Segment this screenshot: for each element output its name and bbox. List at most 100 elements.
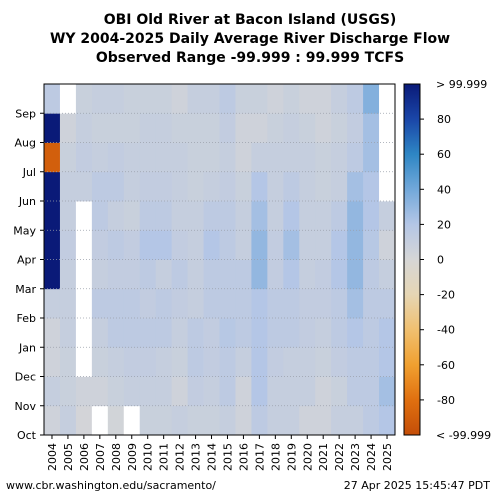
heatmap-cell-2004-feb — [44, 288, 61, 319]
heatmap-cell-2021-jul — [315, 142, 332, 173]
heatmap-cell-2020-nov — [299, 376, 316, 407]
heatmap-cell-2016-nov — [235, 376, 252, 407]
heatmap-cell-2008-oct — [107, 405, 125, 436]
heatmap-cell-2025-jul — [379, 142, 396, 173]
heatmap-cell-2013-apr — [187, 230, 204, 260]
heatmap-cell-2010-jul — [139, 142, 157, 173]
x-tick-label-2014: 2014 — [206, 443, 219, 471]
heatmap-cell-2020-aug — [299, 113, 316, 143]
heatmap-cell-2020-jan — [299, 318, 316, 348]
heatmap-cell-2014-jan — [203, 318, 220, 348]
heatmap-cell-2016-dec — [235, 347, 252, 377]
heatmap-cell-2009-sep — [123, 84, 141, 114]
heatmap-cell-2014-nov — [203, 376, 220, 407]
heatmap-cell-2008-jun — [107, 171, 125, 202]
heatmap-cell-2013-jan — [187, 318, 204, 348]
heatmap-cell-2007-sep — [91, 84, 109, 114]
heatmap-cell-2022-dec — [331, 347, 348, 377]
y-tick-label-may: May — [13, 224, 36, 237]
heatmap-cell-2008-dec — [107, 347, 125, 377]
heatmap-cell-2011-may — [155, 201, 173, 231]
colorbar-tick-label-80: 80 — [437, 113, 451, 126]
heatmap-cell-2023-jan — [347, 318, 364, 348]
heatmap-cell-2009-apr — [123, 230, 141, 260]
heatmap-cell-2017-may — [251, 201, 268, 231]
heatmap-cell-2010-oct — [139, 405, 157, 436]
heatmap-cell-2021-jun — [315, 171, 332, 202]
heatmap-cell-2020-may — [299, 201, 316, 231]
heatmap-cell-2020-mar — [299, 259, 316, 290]
heatmap-cell-2011-jul — [155, 142, 173, 173]
heatmap-cell-2023-dec — [347, 347, 364, 377]
heatmap-cell-2020-feb — [299, 288, 316, 319]
heatmap-cell-2023-nov — [347, 376, 364, 407]
heatmap-cell-2014-dec — [203, 347, 220, 377]
heatmap-cell-2014-mar — [203, 259, 220, 290]
heatmap-cell-2005-jan — [59, 318, 77, 348]
heatmap-cell-2023-apr — [347, 230, 364, 260]
heatmap-cell-2022-apr — [331, 230, 348, 260]
heatmap-cell-2017-oct — [251, 405, 268, 436]
x-tick-label-2017: 2017 — [253, 443, 266, 471]
heatmap-cell-2021-mar — [315, 259, 332, 290]
heatmap-cell-2015-feb — [219, 288, 236, 319]
footer-url[interactable]: www.cbr.washington.edu/sacramento/ — [6, 479, 216, 492]
x-tick-label-2012: 2012 — [174, 443, 187, 471]
heatmap-cell-2009-aug — [123, 113, 141, 143]
heatmap-cell-2020-jul — [299, 142, 316, 173]
heatmap-cell-2018-nov — [267, 376, 284, 407]
heatmap-cell-2005-sep — [59, 84, 77, 114]
heatmap-cell-2021-jan — [315, 318, 332, 348]
heatmap-cell-2011-feb — [155, 288, 173, 319]
heatmap-cell-2019-feb — [283, 288, 300, 319]
heatmap-cell-2018-apr — [267, 230, 284, 260]
heatmap-cell-2018-feb — [267, 288, 284, 319]
heatmap-cell-2018-jan — [267, 318, 284, 348]
heatmap-cell-2005-nov — [59, 376, 77, 407]
colorbar-tick-label-60: 60 — [437, 148, 451, 161]
heatmap-cell-2016-jul — [235, 142, 252, 173]
heatmap-cell-2015-jan — [219, 318, 236, 348]
heatmap-cell-2005-jul — [59, 142, 77, 173]
heatmap-cell-2025-aug — [379, 113, 396, 143]
heatmap-cell-2022-mar — [331, 259, 348, 290]
heatmap-cell-2023-jun — [347, 171, 364, 202]
heatmap-cell-2006-apr — [75, 230, 93, 260]
heatmap-cell-2007-jan — [91, 318, 109, 348]
heatmap-cell-2024-jan — [363, 318, 380, 348]
x-tick-label-2022: 2022 — [333, 443, 346, 471]
heatmap-cell-2006-jun — [75, 171, 93, 202]
x-tick-label-2008: 2008 — [110, 443, 123, 471]
heatmap-cell-2012-aug — [171, 113, 188, 143]
y-tick-label-apr: Apr — [17, 254, 37, 267]
heatmap-cell-2012-nov — [171, 376, 188, 407]
heatmap-cell-2024-jul — [363, 142, 380, 173]
heatmap-cell-2005-jun — [59, 171, 77, 202]
heatmap-cell-2015-dec — [219, 347, 236, 377]
heatmap-cell-2024-nov — [363, 376, 380, 407]
x-tick-label-2005: 2005 — [62, 443, 75, 471]
heatmap-cell-2018-mar — [267, 259, 284, 290]
heatmap-cell-2010-jan — [139, 318, 157, 348]
heatmap-cell-2024-dec — [363, 347, 380, 377]
heatmap-cell-2021-apr — [315, 230, 332, 260]
heatmap-cell-2009-jun — [123, 171, 141, 202]
heatmap-cell-2023-aug — [347, 113, 364, 143]
heatmap-cell-2009-nov — [123, 376, 141, 407]
heatmap-cell-2015-may — [219, 201, 236, 231]
heatmap-cell-2015-apr — [219, 230, 236, 260]
heatmap-cell-2011-aug — [155, 113, 173, 143]
heatmap-cell-2012-oct — [171, 405, 188, 436]
heatmap-cell-2013-mar — [187, 259, 204, 290]
heatmap-cell-2004-may — [44, 201, 61, 231]
heatmap-cell-2020-dec — [299, 347, 316, 377]
heatmap-cell-2004-oct — [44, 405, 61, 436]
heatmap-cell-2017-aug — [251, 113, 268, 143]
heatmap-cell-2012-feb — [171, 288, 188, 319]
heatmap-cell-2022-sep — [331, 84, 348, 114]
colorbar-tick-label--40: -40 — [437, 324, 455, 337]
heatmap-cell-2015-mar — [219, 259, 236, 290]
heatmap-cell-2022-jan — [331, 318, 348, 348]
heatmap-cell-2015-jul — [219, 142, 236, 173]
heatmap-cell-2006-oct — [75, 405, 93, 436]
